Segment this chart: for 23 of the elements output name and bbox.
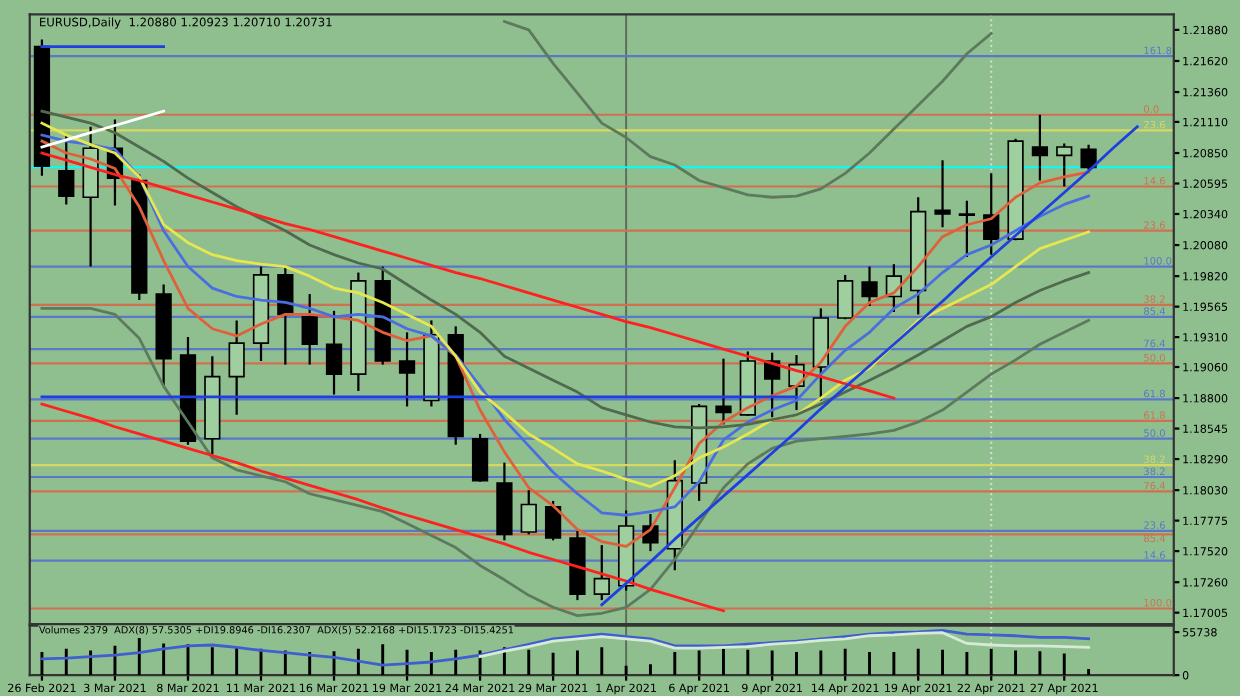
candlestick: [1080, 143, 1097, 171]
candlestick: [715, 357, 732, 426]
candlestick: [398, 331, 416, 408]
line-series: [600, 125, 1139, 607]
candlestick: [837, 273, 854, 321]
candlestick: [1056, 142, 1073, 188]
candlestick: [301, 292, 318, 366]
candlestick: [228, 319, 245, 416]
candlestick: [983, 172, 1000, 256]
candlestick: [1031, 113, 1049, 182]
candlestick: [934, 159, 951, 229]
line-series: [40, 109, 166, 149]
candlestick: [471, 432, 489, 483]
candlestick: [520, 489, 537, 536]
line-series: [40, 628, 1090, 667]
line-series: [478, 631, 1090, 658]
candlestick: [58, 133, 75, 206]
line-series: [40, 402, 725, 613]
candlestick: [958, 199, 976, 259]
candlestick: [593, 544, 610, 602]
candlestick: [325, 309, 343, 396]
candlestick: [861, 265, 878, 308]
candlestick: [544, 499, 562, 542]
